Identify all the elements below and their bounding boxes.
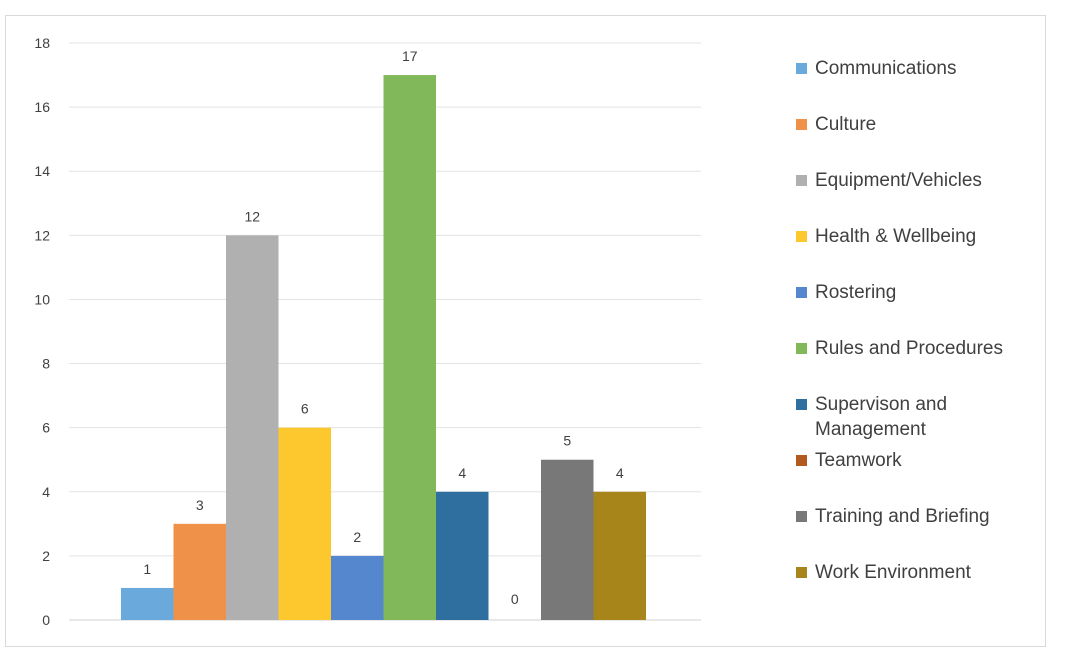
data-label: 5 (563, 433, 571, 449)
legend-swatch (796, 63, 807, 74)
data-label: 6 (301, 401, 309, 417)
bar (331, 555, 384, 620)
legend-label: Teamwork (815, 450, 902, 471)
data-label: 1 (143, 561, 151, 577)
legend-label: Rostering (815, 282, 897, 303)
legend-item: Equipment/Vehicles (796, 168, 1015, 193)
legend-item: Work Environment (796, 560, 1015, 585)
legend-label: Culture (815, 114, 877, 135)
data-label: 4 (616, 465, 624, 481)
y-tick-label: 18 (34, 35, 50, 51)
legend-label: Work Environment (815, 562, 971, 583)
legend-swatch (796, 455, 807, 466)
y-tick-label: 4 (42, 484, 50, 500)
legend-swatch (796, 175, 807, 186)
legend-swatch (796, 287, 807, 298)
bar (278, 427, 331, 620)
y-tick-label: 8 (42, 356, 50, 372)
bar (541, 459, 594, 620)
data-label: 12 (244, 208, 260, 224)
legend-item: Teamwork (796, 448, 1015, 473)
data-label: 2 (353, 529, 361, 545)
data-label: 4 (458, 465, 466, 481)
bar (383, 75, 436, 621)
legend-item: Rules and Procedures (796, 336, 1015, 361)
y-tick-label: 12 (34, 227, 50, 243)
legend-swatch (796, 567, 807, 578)
y-tick-label: 16 (34, 99, 50, 115)
legend-item: Rostering (796, 280, 1015, 305)
legend-swatch (796, 119, 807, 130)
bar (593, 491, 646, 620)
y-tick-label: 2 (42, 548, 50, 564)
legend-label: Rules and Procedures (815, 338, 1003, 359)
legend-item: Supervison and Management (796, 392, 1015, 442)
legend-swatch (796, 399, 807, 410)
y-tick-label: 6 (42, 420, 50, 436)
y-axis-ticks: 0 2 4 6 8 10 12 14 16 18 (34, 35, 50, 628)
chart-frame (5, 15, 1046, 647)
data-labels: 1 3 12 6 2 17 4 0 5 4 (143, 48, 624, 607)
legend-item: Communications (796, 56, 1015, 81)
data-label: 3 (196, 497, 204, 513)
legend-label: Training and Briefing (815, 506, 990, 527)
legend-label: Health & Wellbeing (815, 226, 977, 247)
legend-item: Training and Briefing (796, 504, 1015, 529)
data-label: 17 (402, 48, 418, 64)
legend-item: Culture (796, 112, 1015, 137)
y-tick-label: 14 (34, 163, 50, 179)
bars (121, 75, 646, 621)
legend-swatch (796, 511, 807, 522)
legend-swatch (796, 343, 807, 354)
bar (121, 587, 174, 620)
data-label: 0 (511, 591, 519, 607)
bar (173, 523, 226, 620)
legend-label: Communications (815, 58, 957, 79)
bar (226, 235, 279, 621)
y-tick-label: 0 (42, 612, 50, 628)
legend-label: Equipment/Vehicles (815, 170, 982, 191)
legend-item: Health & Wellbeing (796, 224, 1015, 249)
y-tick-label: 10 (34, 291, 50, 307)
legend-label: Supervison and Management (815, 394, 948, 440)
legend-swatch (796, 231, 807, 242)
bar (436, 491, 489, 620)
